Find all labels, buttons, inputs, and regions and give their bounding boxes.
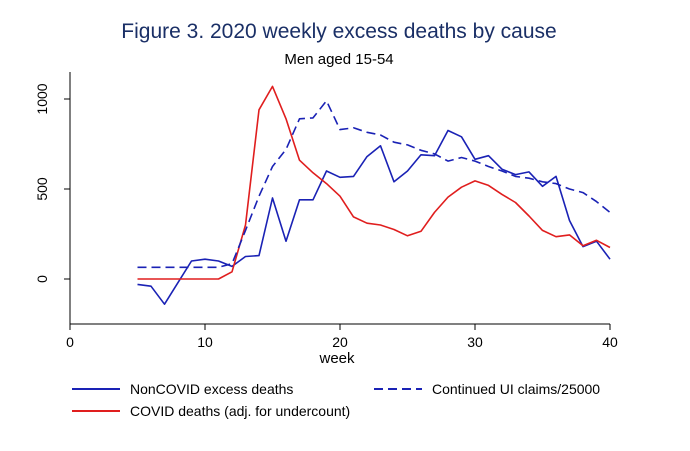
x-tick-label: 30 <box>467 334 483 350</box>
y-tick-label: 0 <box>34 275 50 283</box>
y-tick-label: 1000 <box>34 83 50 114</box>
series-noncovid-excess-deaths <box>137 129 611 306</box>
chart-title: Figure 3. 2020 weekly excess deaths by c… <box>121 20 556 43</box>
y-tick-label: 500 <box>34 177 50 201</box>
series-covid-deaths <box>137 85 611 280</box>
x-tick-label: 20 <box>332 334 348 350</box>
legend-label-ui-claims: Continued UI claims/25000 <box>432 381 600 397</box>
chart-subtitle: Men aged 15-54 <box>284 51 393 68</box>
legend-label-noncovid: NonCOVID excess deaths <box>130 381 293 397</box>
legend: NonCOVID excess deaths COVID deaths (adj… <box>72 381 600 419</box>
x-tick-label: 10 <box>197 334 213 350</box>
x-tick-label: 40 <box>602 334 618 350</box>
series-layer <box>137 85 611 306</box>
x-ticks: 0 10 20 30 40 <box>66 324 618 350</box>
x-axis-label: week <box>318 350 355 367</box>
x-tick-label: 0 <box>66 334 74 350</box>
series-ui-claims <box>137 100 611 269</box>
y-ticks: 0 500 1000 <box>34 83 70 283</box>
legend-label-covid: COVID deaths (adj. for undercount) <box>130 403 350 419</box>
